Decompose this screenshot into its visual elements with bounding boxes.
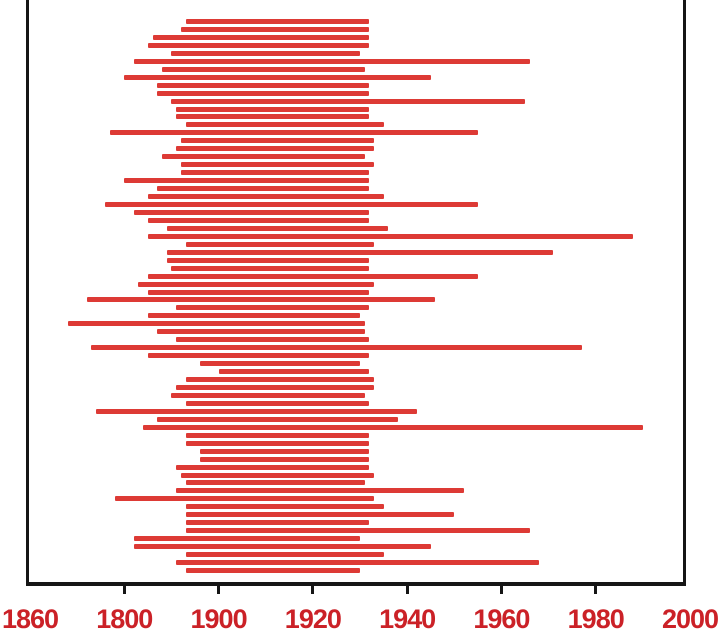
lifespan-line — [147, 42, 370, 48]
lifespan-line — [176, 337, 370, 343]
lifespan-line — [147, 273, 478, 279]
lifespan-line — [105, 202, 478, 207]
lifespan-line — [171, 392, 365, 398]
lifespan-line — [185, 400, 370, 406]
lifespan-line — [185, 504, 384, 510]
lifespan-line — [124, 178, 370, 184]
lifespan-line — [218, 369, 370, 375]
axis-tick — [122, 586, 126, 594]
lifespan-line — [180, 138, 375, 144]
lifespan-line — [176, 114, 370, 120]
lifespan-line — [152, 34, 370, 40]
lifespan-line — [86, 297, 436, 303]
lifespan-line — [133, 536, 360, 542]
lifespan-line — [124, 74, 431, 80]
lifespan-line — [138, 281, 375, 287]
axis-tick-label: 1920 — [284, 604, 342, 634]
lifespan-line — [157, 82, 370, 88]
axis-tick — [311, 586, 315, 594]
lifespan-line — [114, 496, 375, 502]
lifespan-line — [199, 456, 370, 462]
lifespan-line — [185, 440, 370, 446]
lifespan-line — [157, 186, 370, 192]
lifespan-line — [185, 512, 455, 518]
lifespan-line — [96, 408, 417, 414]
lifespan-line — [185, 377, 375, 383]
lifespan-line — [171, 265, 370, 271]
axis-tick-label: 1960 — [473, 604, 530, 634]
lifespan-line — [162, 154, 365, 160]
lifespan-line — [180, 170, 370, 176]
lifespan-line — [185, 480, 365, 486]
lifespan-line — [176, 560, 540, 566]
lifespan-line — [110, 130, 478, 136]
lifespan-line — [91, 345, 582, 351]
lifespan-line — [176, 488, 464, 494]
lifespan-line — [185, 122, 384, 128]
lifespan-line — [185, 528, 530, 534]
lifespan-line — [147, 353, 370, 359]
lifespan-line — [147, 194, 384, 200]
lifespan-line — [180, 472, 375, 478]
axis-tick — [499, 586, 503, 594]
plot-area — [26, 0, 686, 586]
lifespan-line — [199, 361, 360, 367]
lifespan-line — [185, 568, 360, 573]
axis-tick-label: 1900 — [190, 604, 248, 634]
axis-tick — [405, 586, 409, 594]
lifespan-line — [162, 66, 365, 72]
axis-tick-label: 1980 — [567, 604, 625, 634]
lifespan-line — [180, 162, 375, 168]
lifespan-line — [166, 257, 370, 263]
lifespan-line — [147, 289, 370, 295]
axis-tick-label: 1940 — [379, 604, 436, 634]
axis-tick — [594, 586, 598, 594]
lifespan-line — [133, 209, 370, 215]
lifespan-line — [166, 225, 389, 231]
axis-tick-label: 1860 — [1, 604, 59, 634]
lifespan-line — [143, 424, 643, 430]
lifespan-line — [185, 552, 384, 558]
lifespan-line — [171, 50, 360, 56]
lifespan-line — [176, 385, 375, 390]
axis-tick-label: 1800 — [96, 604, 153, 634]
axis-tick — [217, 586, 221, 594]
lifespan-line — [176, 464, 370, 470]
lifespan-line — [133, 544, 431, 550]
lifespan-line — [157, 416, 398, 422]
lifespan-line — [166, 249, 554, 255]
lifespan-line — [147, 233, 634, 239]
lifespan-line — [185, 432, 370, 438]
lifespan-line — [157, 90, 370, 96]
lifespan-line — [176, 106, 370, 112]
lifespan-line — [147, 313, 360, 319]
lifespan-line — [171, 98, 525, 104]
lifespan-line — [67, 321, 365, 327]
lifespan-line — [185, 520, 370, 526]
lifespan-line — [180, 26, 370, 32]
lifespan-line — [157, 329, 365, 335]
lifespan-line — [147, 217, 370, 223]
axis-tick-label: 2000 — [661, 604, 719, 634]
lifespan-line — [176, 146, 375, 152]
lifespan-line — [185, 19, 370, 24]
lifespan-line — [185, 241, 375, 247]
lifespan-line — [176, 305, 370, 311]
lifespan-line — [133, 58, 530, 64]
lifespan-line — [199, 448, 370, 454]
